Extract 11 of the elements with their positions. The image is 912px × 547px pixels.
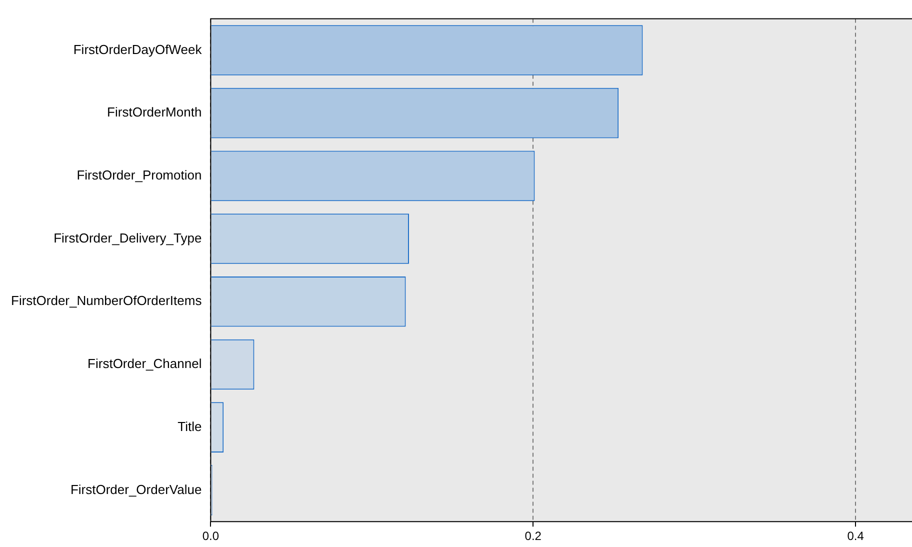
y-tick-label: FirstOrder_NumberOfOrderItems: [11, 293, 202, 308]
y-tick-label: FirstOrderDayOfWeek: [73, 42, 202, 57]
x-tick-label: 0.0: [202, 529, 220, 544]
y-tick-label: FirstOrder_Promotion: [76, 168, 202, 183]
y-tick-label: FirstOrder_OrderValue: [70, 482, 202, 497]
x-tick-label: 0.2: [524, 529, 542, 544]
y-tick-label: FirstOrder_Channel: [88, 356, 202, 372]
x-tick-label: 0.4: [847, 529, 864, 544]
y-tick-label: Title: [178, 418, 202, 434]
y-tick-label: FirstOrderMonth: [107, 104, 202, 120]
y-tick-label: FirstOrder_Delivery_Type: [54, 230, 202, 246]
